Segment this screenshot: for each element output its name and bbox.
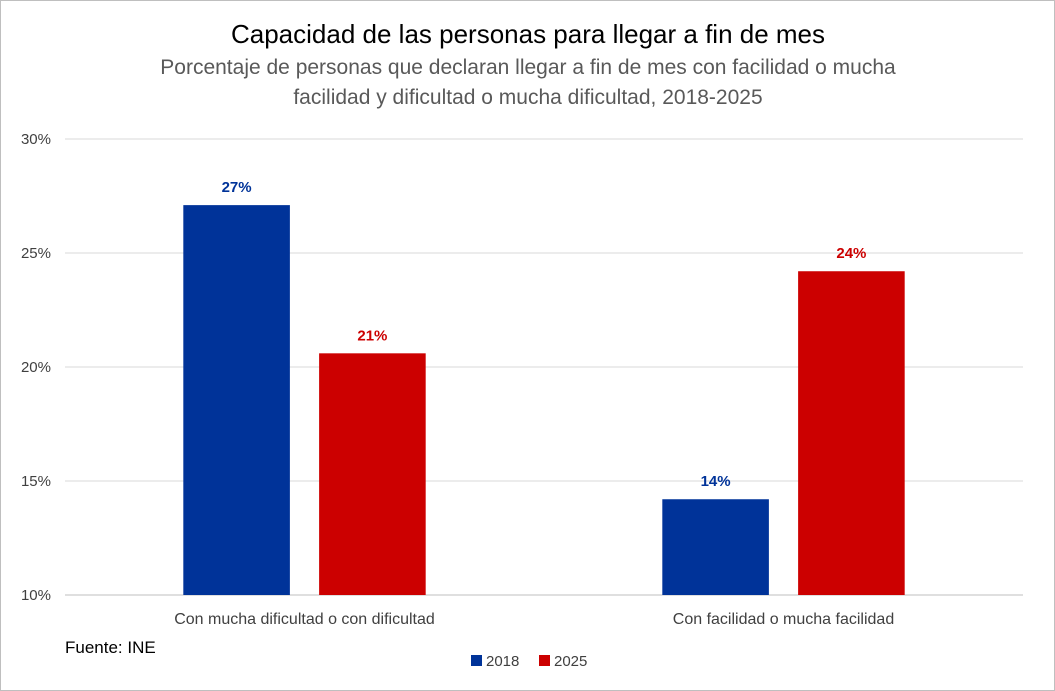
bar-2025 — [798, 271, 905, 595]
legend-swatch-2018 — [471, 655, 482, 666]
data-label-2018: 14% — [701, 473, 731, 490]
y-tick-label: 20% — [21, 359, 51, 376]
y-tick-label: 15% — [21, 473, 51, 490]
legend-swatch-2025 — [539, 655, 550, 666]
data-label-2018: 27% — [222, 179, 252, 196]
legend-label-2025: 2025 — [554, 653, 587, 670]
bar-2018 — [183, 205, 290, 595]
category-label: Con facilidad o mucha facilidad — [673, 611, 894, 628]
legend: 2018 2025 — [471, 653, 587, 670]
data-label-2025: 21% — [357, 327, 387, 344]
data-label-2025: 24% — [836, 245, 866, 262]
y-tick-label: 25% — [21, 245, 51, 262]
y-tick-label: 30% — [21, 131, 51, 148]
data-labels: 27% 21% 14% 24% — [222, 179, 867, 490]
bar-2025 — [319, 353, 426, 595]
chart-title: Capacidad de las personas para llegar a … — [231, 19, 825, 49]
chart-subtitle-line-2: facilidad y dificultad o mucha dificulta… — [293, 86, 762, 109]
y-tick-label: 10% — [21, 587, 51, 604]
category-label: Con mucha dificultad o con dificultad — [174, 611, 435, 628]
bar-2018 — [662, 499, 769, 595]
x-axis-category-labels: Con mucha dificultad o con dificultad Con… — [174, 611, 894, 628]
chart-subtitle-line-1: Porcentaje de personas que declaran lleg… — [160, 56, 896, 79]
y-axis-tick-labels: 10% 15% 20% 25% 30% — [21, 131, 51, 604]
bars — [183, 205, 905, 595]
source-note: Fuente: INE — [65, 638, 156, 657]
legend-label-2018: 2018 — [486, 653, 519, 670]
